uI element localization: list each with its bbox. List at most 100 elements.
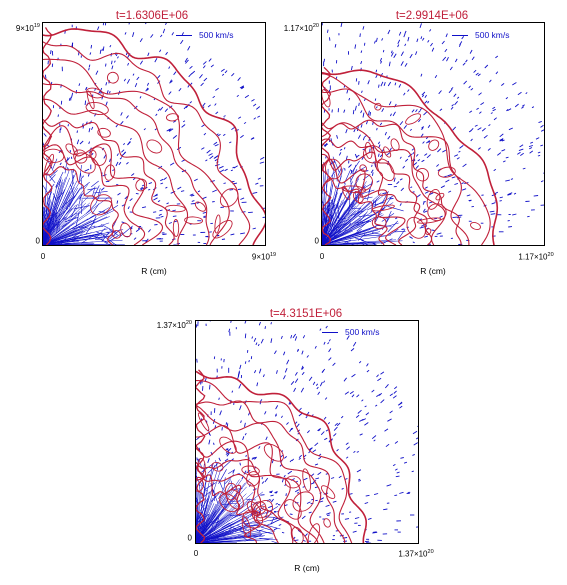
- velocity-vector: [419, 226, 425, 229]
- panel-1-xtick-end: 9×1019: [251, 252, 277, 262]
- velocity-vector: [398, 83, 402, 88]
- velocity-vector: [358, 102, 360, 106]
- velocity-vector: [393, 231, 406, 233]
- velocity-vector: [78, 83, 81, 86]
- velocity-vector: [156, 74, 161, 79]
- velocity-vector: [351, 373, 356, 378]
- velocity-vector: [332, 500, 337, 503]
- velocity-vector: [518, 148, 524, 152]
- velocity-vector: [382, 192, 387, 195]
- velocity-vector: [52, 158, 58, 169]
- velocity-vector: [374, 98, 377, 101]
- velocity-vector: [202, 65, 206, 69]
- velocity-vector: [360, 50, 363, 53]
- velocity-vector: [146, 82, 150, 86]
- velocity-vector: [350, 65, 353, 71]
- velocity-vector: [111, 65, 114, 70]
- velocity-vector: [360, 124, 363, 128]
- velocity-vector: [283, 351, 286, 356]
- velocity-vector: [362, 241, 370, 245]
- velocity-vector: [203, 482, 216, 491]
- velocity-vector: [319, 328, 322, 331]
- velocity-vector: [453, 93, 457, 97]
- velocity-vector: [317, 427, 321, 432]
- velocity-vector: [119, 157, 123, 160]
- velocity-vector: [375, 106, 378, 109]
- velocity-vector: [315, 383, 319, 386]
- velocity-vector: [409, 53, 413, 59]
- velocity-vector: [290, 381, 295, 385]
- velocity-vectors: [196, 321, 418, 543]
- velocity-vector: [442, 149, 447, 153]
- velocity-vector: [430, 42, 433, 47]
- velocity-vector: [345, 129, 348, 134]
- velocity-vector: [325, 504, 330, 507]
- velocity-vector: [469, 49, 473, 54]
- contour-loop: [284, 475, 302, 489]
- contour-loop: [405, 113, 422, 125]
- velocity-vector: [260, 338, 264, 344]
- velocity-vector: [434, 75, 438, 79]
- velocity-vector: [424, 100, 428, 104]
- velocity-vector: [395, 217, 398, 220]
- velocity-vector: [289, 427, 293, 433]
- contour-loop: [320, 485, 336, 499]
- velocity-vector: [139, 38, 143, 43]
- velocity-vector: [363, 235, 381, 237]
- velocity-vector: [117, 192, 121, 196]
- velocity-vector: [375, 69, 378, 73]
- velocity-vector: [380, 60, 383, 64]
- velocity-vector: [71, 227, 82, 229]
- contour-loop: [427, 203, 447, 222]
- velocity-vector: [424, 153, 428, 156]
- velocity-vector: [109, 44, 112, 48]
- velocity-vector: [245, 454, 247, 458]
- velocity-vector: [219, 459, 233, 472]
- velocity-vector: [146, 88, 150, 91]
- velocity-vector: [540, 129, 544, 132]
- velocity-vector: [105, 82, 108, 86]
- velocity-vector: [92, 186, 96, 197]
- velocity-vector: [270, 322, 272, 325]
- velocity-vector: [366, 203, 379, 211]
- velocity-vector: [399, 156, 402, 159]
- velocity-vector: [380, 399, 385, 404]
- velocity-vector: [172, 135, 178, 139]
- velocity-vector: [315, 477, 320, 480]
- velocity-vector: [140, 187, 145, 191]
- velocity-vector: [340, 23, 343, 27]
- velocity-vector: [203, 132, 207, 136]
- velocity-vector: [232, 469, 235, 474]
- velocity-vector: [294, 372, 298, 376]
- velocity-vector: [350, 348, 355, 352]
- velocity-vector: [423, 201, 426, 203]
- velocity-vector: [43, 190, 80, 245]
- contour-loop: [211, 461, 224, 472]
- velocity-vector: [123, 143, 126, 146]
- velocity-vector: [387, 206, 404, 212]
- velocity-vector: [438, 90, 442, 95]
- panel-2-legend: 500 km/s: [452, 30, 510, 40]
- velocity-vector: [240, 134, 244, 139]
- contour-edge: [196, 369, 206, 543]
- velocity-vector: [448, 190, 452, 193]
- contour-loop: [390, 138, 400, 151]
- contour-loop: [246, 471, 260, 487]
- velocity-vector: [308, 511, 312, 514]
- velocity-vector: [43, 239, 123, 245]
- velocity-vector: [191, 70, 196, 75]
- velocity-vector: [271, 540, 278, 543]
- velocity-vector: [481, 127, 486, 132]
- velocity-vector: [78, 164, 82, 183]
- velocity-vector: [371, 389, 375, 393]
- velocity-vector: [43, 189, 65, 245]
- contour-loop: [246, 501, 261, 517]
- panel-2-xtick-zero: 0: [319, 252, 325, 261]
- velocity-vector: [196, 523, 232, 543]
- velocity-vector: [280, 335, 283, 339]
- velocity-vector: [418, 110, 421, 113]
- velocity-vector: [446, 56, 449, 62]
- velocity-vector: [289, 513, 293, 515]
- velocity-vector: [389, 410, 393, 414]
- velocity-vector: [187, 45, 191, 51]
